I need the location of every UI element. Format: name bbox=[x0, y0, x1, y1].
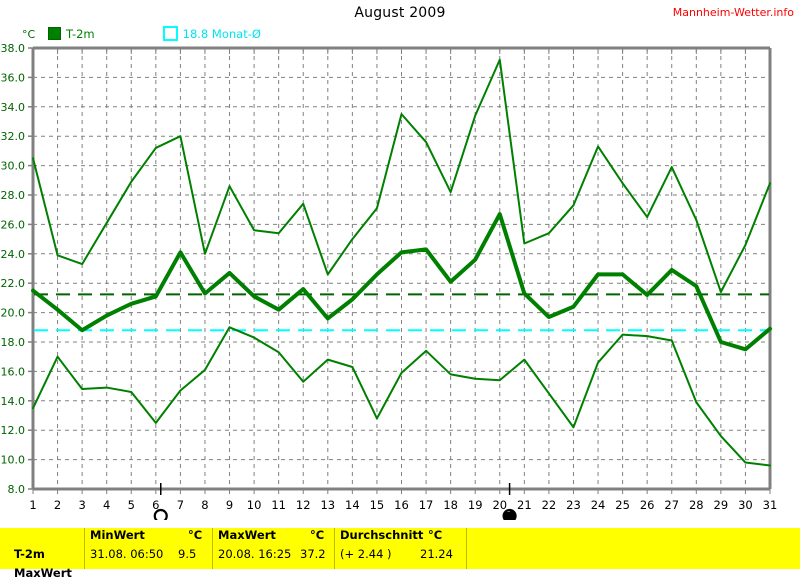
x-axis-tick-label: 8 bbox=[201, 498, 208, 512]
y-axis-tick-label: 38.0 bbox=[1, 42, 26, 55]
header-avg-unit: °C bbox=[428, 528, 443, 542]
row-avg-deviation: (+ 2.44 ) bbox=[340, 547, 392, 561]
row-series-name: T-2m bbox=[14, 547, 45, 561]
y-axis-tick-label: 32.0 bbox=[1, 130, 26, 143]
x-axis-tick-label: 14 bbox=[345, 498, 360, 512]
x-axis-tick-label: 28 bbox=[689, 498, 704, 512]
page-title: August 2009 bbox=[354, 5, 446, 21]
table-divider bbox=[466, 528, 467, 569]
legend-swatch-icon-t2m bbox=[48, 27, 61, 40]
x-axis-tick-label: 3 bbox=[78, 498, 85, 512]
y-axis-tick-label: 28.0 bbox=[1, 189, 26, 202]
header-avg-caption: Durchschnitt bbox=[340, 528, 424, 542]
y-axis-unit-label: °C bbox=[22, 28, 36, 41]
header-min-unit: °C bbox=[188, 528, 203, 542]
y-axis-tick-label: 18.0 bbox=[1, 336, 26, 349]
y-axis-tick-label: 10.0 bbox=[1, 454, 26, 467]
x-axis-tick-label: 16 bbox=[394, 498, 409, 512]
statistics-table: MinWert °C MaxWert °C Durchschnitt °C T-… bbox=[0, 528, 800, 580]
table-divider bbox=[334, 528, 335, 569]
x-axis-tick-label: 13 bbox=[320, 498, 335, 512]
x-axis-tick-label: 1 bbox=[29, 498, 36, 512]
table-row-partial: MaxWert bbox=[0, 566, 800, 586]
x-axis-tick-label: 7 bbox=[177, 498, 184, 512]
y-axis-tick-label: 26.0 bbox=[1, 218, 26, 231]
x-axis-tick-label: 12 bbox=[296, 498, 311, 512]
table-row: T-2m 31.08. 06:50 9.5 20.08. 16:25 37.2 … bbox=[0, 547, 800, 567]
y-axis-tick-label: 8.0 bbox=[8, 483, 26, 496]
table-divider bbox=[212, 528, 213, 569]
row-series-name-partial: MaxWert bbox=[14, 566, 72, 580]
x-axis-tick-label: 29 bbox=[714, 498, 729, 512]
x-axis-tick-label: 4 bbox=[103, 498, 110, 512]
x-axis-tick-label: 15 bbox=[370, 498, 385, 512]
new-moon-icon bbox=[153, 508, 168, 520]
x-axis-tick-label: 17 bbox=[419, 498, 434, 512]
x-axis-tick-label: 20 bbox=[492, 498, 507, 512]
x-axis-tick-label: 21 bbox=[517, 498, 532, 512]
x-axis-tick-label: 6 bbox=[152, 498, 159, 512]
y-axis-tick-label: 30.0 bbox=[1, 160, 26, 173]
data-series-line bbox=[32, 326, 771, 467]
y-axis-tick-label: 16.0 bbox=[1, 365, 26, 378]
row-min-value: 9.5 bbox=[178, 547, 197, 561]
last-quarter-moon-icon bbox=[502, 508, 517, 520]
x-axis-tick-label: 30 bbox=[738, 498, 753, 512]
y-axis-tick-label: 22.0 bbox=[1, 277, 26, 290]
row-avg-value: 21.24 bbox=[420, 547, 453, 561]
x-axis-tick-label: 27 bbox=[664, 498, 679, 512]
chart-legend: T-2m 18.8 Monat-Ø bbox=[48, 26, 261, 41]
row-max-date: 20.08. 16:25 bbox=[218, 547, 292, 561]
x-axis-tick-label: 5 bbox=[128, 498, 135, 512]
header-min-caption: MinWert bbox=[90, 528, 145, 542]
x-axis-tick-label: 19 bbox=[468, 498, 483, 512]
table-header-row: MinWert °C MaxWert °C Durchschnitt °C bbox=[0, 528, 800, 548]
y-axis-tick-label: 12.0 bbox=[1, 424, 26, 437]
header-max-caption: MaxWert bbox=[218, 528, 276, 542]
y-axis-tick-label: 20.0 bbox=[1, 307, 26, 320]
x-axis-tick-label: 26 bbox=[640, 498, 655, 512]
legend-swatch-icon-monthly-average bbox=[162, 26, 178, 41]
y-axis-tick-label: 36.0 bbox=[1, 71, 26, 84]
legend-label-monthly-average: 18.8 Monat-Ø bbox=[182, 26, 261, 41]
y-axis-tick-label: 14.0 bbox=[1, 395, 26, 408]
x-axis-tick-label: 9 bbox=[226, 498, 233, 512]
legend-item-monthly-average: 18.8 Monat-Ø bbox=[162, 26, 261, 41]
header-max-unit: °C bbox=[310, 528, 325, 542]
data-series-line bbox=[31, 212, 772, 352]
legend-label-t2m: T-2m bbox=[66, 26, 95, 41]
x-axis-tick-label: 23 bbox=[566, 498, 581, 512]
x-axis-tick-label: 18 bbox=[443, 498, 458, 512]
x-axis-tick-label: 22 bbox=[542, 498, 557, 512]
site-watermark: Mannheim-Wetter.info bbox=[672, 6, 794, 19]
row-min-date: 31.08. 06:50 bbox=[90, 547, 164, 561]
chart-svg: 8.0 10.0 12.0 14.0 16.0 18.0 20.0 22.0 24.0 26.0 2… bbox=[1, 42, 778, 520]
legend-item-t2m: T-2m bbox=[48, 27, 95, 41]
table-divider bbox=[84, 528, 85, 569]
x-axis-tick-label: 31 bbox=[763, 498, 778, 512]
x-axis-tick-label: 2 bbox=[54, 498, 61, 512]
row-max-value: 37.2 bbox=[300, 547, 326, 561]
x-axis-tick-label: 11 bbox=[271, 498, 286, 512]
x-axis-tick-label: 25 bbox=[615, 498, 630, 512]
chart-plot-area: 8.0 10.0 12.0 14.0 16.0 18.0 20.0 22.0 24.0 26.0 2… bbox=[1, 42, 778, 520]
x-axis-tick-label: 24 bbox=[591, 498, 606, 512]
x-axis-tick-label: 10 bbox=[247, 498, 262, 512]
y-axis-tick-label: 24.0 bbox=[1, 248, 26, 261]
y-axis-tick-label: 34.0 bbox=[1, 101, 26, 114]
data-series-line bbox=[32, 58, 771, 294]
